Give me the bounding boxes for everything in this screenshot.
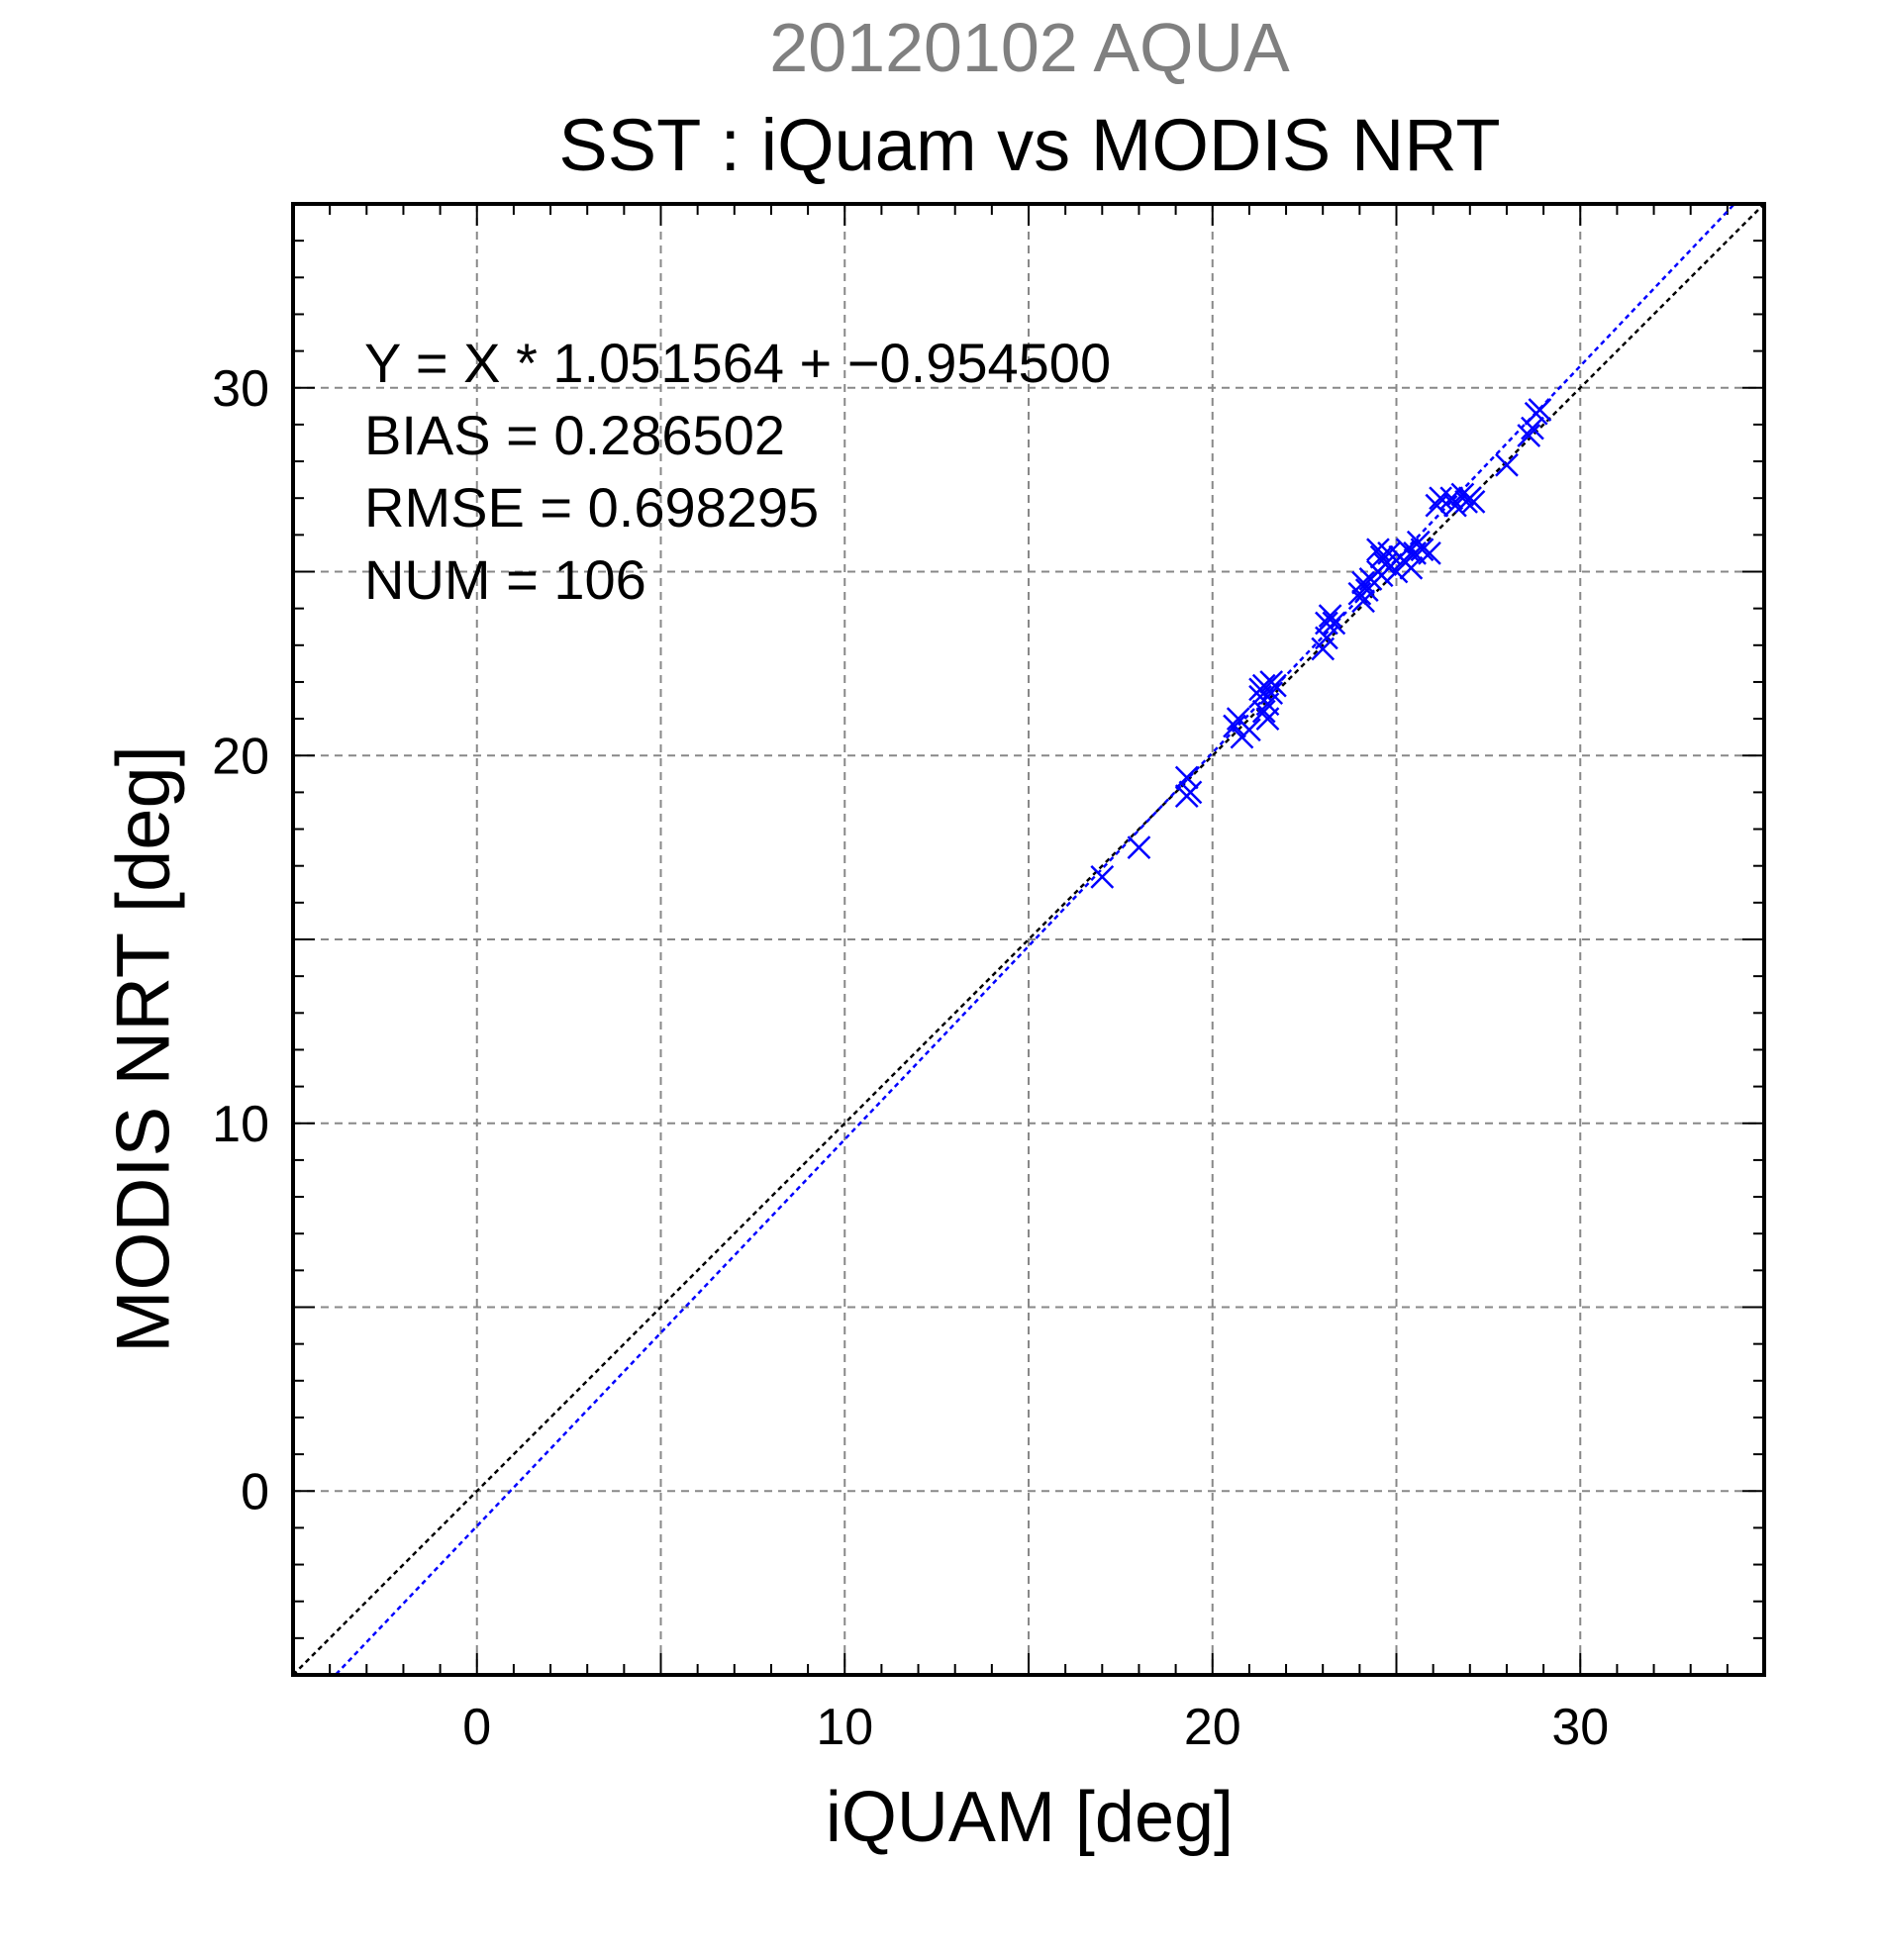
scatter-point: [1399, 555, 1424, 580]
scatter-point: [1322, 611, 1346, 636]
scatter-point: [1521, 416, 1544, 441]
plot-frame: [291, 202, 1766, 1677]
scatter-point: [1174, 765, 1199, 790]
chart-title: SST : iQuam vs MODIS NRT: [558, 104, 1501, 186]
rmse-stat: RMSE = 0.698295: [364, 476, 820, 539]
x-tick-label: 20: [1184, 1699, 1241, 1756]
scatter-point: [1248, 677, 1272, 702]
scatter-point: [1410, 538, 1435, 562]
bias-stat: BIAS = 0.286502: [364, 404, 786, 466]
scatter-point: [1223, 714, 1246, 738]
scatter-point: [1418, 541, 1441, 565]
y-axis-label: MODIS NRT [deg]: [101, 745, 186, 1353]
scatter-point: [1318, 604, 1342, 628]
scatter-point: [1351, 570, 1375, 595]
stats-box: Y = X * 1.051564 + −0.954500 BIAS = 0.28…: [364, 327, 1111, 616]
scatter-point: [1517, 424, 1541, 447]
scatter-point: [1259, 670, 1284, 694]
regression-equation: Y = X * 1.051564 + −0.954500: [364, 332, 1112, 394]
chart-subtitle: 20120102 AQUA: [769, 9, 1290, 86]
scatter-point: [1255, 707, 1280, 731]
y-tick-label: 30: [212, 360, 269, 418]
scatter-point: [1090, 864, 1115, 889]
scatter-point: [1425, 493, 1449, 518]
scatter-point: [1429, 486, 1452, 511]
scatter-point: [1495, 452, 1519, 477]
scatter-point: [1528, 398, 1552, 422]
scatter-point: [1461, 490, 1486, 514]
scatter-point: [1174, 784, 1199, 808]
count-stat: NUM = 106: [364, 548, 646, 611]
scatter-point: [1369, 563, 1394, 588]
x-tick-label: 10: [816, 1699, 873, 1756]
scatter-point: [1351, 589, 1375, 614]
x-tick-label: 30: [1551, 1699, 1609, 1756]
y-tick-label: 0: [241, 1463, 269, 1520]
scatter-point: [1450, 482, 1475, 507]
scatter-point: [1251, 699, 1276, 724]
y-tick-label: 20: [212, 728, 269, 785]
scatter-point: [1315, 611, 1338, 636]
x-axis-label: iQUAM [deg]: [825, 1778, 1235, 1857]
scatter-point: [1127, 835, 1151, 860]
scatter-point: [1238, 718, 1261, 742]
y-tick-label: 10: [212, 1096, 269, 1153]
x-tick-label: 0: [462, 1699, 491, 1756]
scatter-point: [1384, 559, 1409, 584]
